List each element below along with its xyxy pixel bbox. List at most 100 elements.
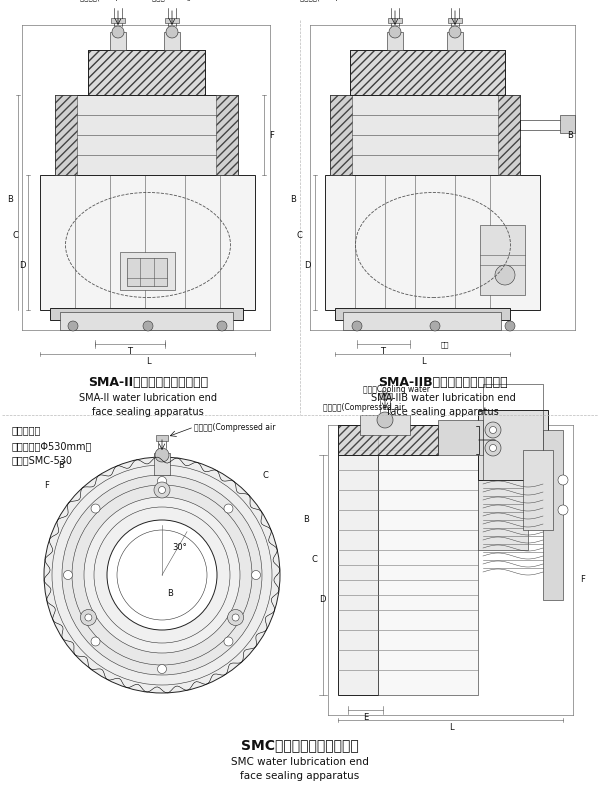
Text: face sealing apparatus: face sealing apparatus	[92, 407, 204, 417]
Bar	[88, 50, 205, 95]
Circle shape	[251, 571, 260, 579]
Bar	[156, 435, 168, 441]
Text: 标注示例：: 标注示例：	[12, 425, 41, 435]
Circle shape	[166, 26, 178, 38]
Bar	[350, 50, 505, 95]
Circle shape	[158, 486, 166, 494]
Bar	[448, 18, 462, 23]
Text: F: F	[269, 131, 274, 139]
Text: F: F	[581, 576, 586, 584]
Text: 放液: 放液	[441, 341, 449, 349]
Bar	[447, 32, 463, 50]
Bar	[60, 312, 233, 330]
Circle shape	[430, 321, 440, 331]
Bar	[154, 453, 170, 475]
Text: 冷却水Cooling water: 冷却水Cooling water	[152, 0, 213, 2]
Circle shape	[91, 637, 100, 646]
Circle shape	[85, 614, 92, 621]
Text: B: B	[303, 516, 309, 525]
Bar	[330, 95, 352, 175]
Text: B: B	[167, 588, 173, 598]
Bar	[378, 425, 478, 695]
Bar	[387, 32, 403, 50]
Circle shape	[377, 412, 393, 428]
Text: D: D	[319, 595, 325, 604]
Circle shape	[485, 440, 501, 456]
Circle shape	[495, 265, 515, 285]
Circle shape	[449, 26, 461, 38]
Bar	[483, 384, 543, 480]
Bar	[498, 95, 520, 175]
Circle shape	[505, 321, 515, 331]
Circle shape	[80, 610, 97, 626]
Bar	[50, 308, 243, 320]
Bar	[378, 393, 392, 399]
Text: L: L	[449, 724, 454, 732]
Text: 压缩空气(Compressed air: 压缩空气(Compressed air	[80, 0, 154, 2]
Circle shape	[157, 665, 166, 673]
Text: 压缩空气(Compressed air: 压缩空气(Compressed air	[300, 0, 374, 2]
Circle shape	[155, 448, 169, 462]
Circle shape	[485, 422, 501, 438]
Bar	[330, 95, 520, 175]
Text: D: D	[304, 260, 310, 270]
Circle shape	[44, 457, 280, 693]
Circle shape	[558, 475, 568, 485]
Bar	[543, 430, 563, 600]
Bar	[165, 18, 179, 23]
Text: 冷却水Cooling water: 冷却水Cooling water	[363, 385, 430, 395]
Bar	[55, 95, 77, 175]
Text: 螺轴直径为Φ530mm，: 螺轴直径为Φ530mm，	[12, 441, 92, 451]
Text: F: F	[44, 481, 49, 490]
Text: face sealing apparatus: face sealing apparatus	[387, 407, 499, 417]
Bar	[338, 425, 378, 695]
Text: B': B'	[58, 461, 66, 470]
Circle shape	[64, 571, 73, 579]
Circle shape	[68, 321, 78, 331]
Circle shape	[143, 321, 153, 331]
Bar	[338, 425, 438, 455]
Text: L: L	[146, 357, 151, 365]
Text: E: E	[364, 713, 368, 723]
Text: D: D	[19, 260, 25, 270]
Circle shape	[224, 637, 233, 646]
Circle shape	[224, 504, 233, 513]
Bar	[335, 308, 510, 320]
Text: T: T	[128, 348, 133, 357]
Bar	[338, 425, 438, 455]
Text: 压缩空气(Compressed air: 压缩空气(Compressed air	[194, 423, 275, 431]
Bar	[360, 415, 410, 435]
Circle shape	[490, 444, 497, 451]
Circle shape	[490, 427, 497, 434]
Bar	[88, 50, 205, 95]
Bar	[388, 18, 402, 23]
Text: SMA-II water lubrication end: SMA-II water lubrication end	[79, 393, 217, 403]
Bar	[343, 312, 501, 330]
Bar	[438, 420, 483, 455]
Text: B: B	[290, 196, 296, 205]
Circle shape	[389, 26, 401, 38]
Text: SMC water lubrication end: SMC water lubrication end	[231, 757, 369, 767]
Circle shape	[62, 475, 262, 675]
Circle shape	[84, 497, 240, 653]
Circle shape	[157, 477, 167, 486]
Circle shape	[154, 482, 170, 498]
Text: T: T	[380, 348, 386, 357]
Circle shape	[91, 504, 100, 513]
Bar	[164, 32, 180, 50]
Bar	[325, 175, 540, 310]
Text: SMA-IIB water lubrication end: SMA-IIB water lubrication end	[371, 393, 515, 403]
Circle shape	[227, 610, 244, 626]
Circle shape	[558, 505, 568, 515]
Circle shape	[112, 26, 124, 38]
Text: face sealing apparatus: face sealing apparatus	[241, 771, 359, 781]
Text: 压缩空气(Compressed air: 压缩空气(Compressed air	[323, 404, 404, 412]
Text: L: L	[421, 357, 425, 365]
Bar	[127, 258, 167, 286]
Bar	[40, 175, 255, 310]
Bar	[478, 425, 528, 550]
Bar	[480, 225, 525, 295]
Circle shape	[217, 321, 227, 331]
Circle shape	[232, 614, 239, 621]
Bar	[110, 32, 126, 50]
